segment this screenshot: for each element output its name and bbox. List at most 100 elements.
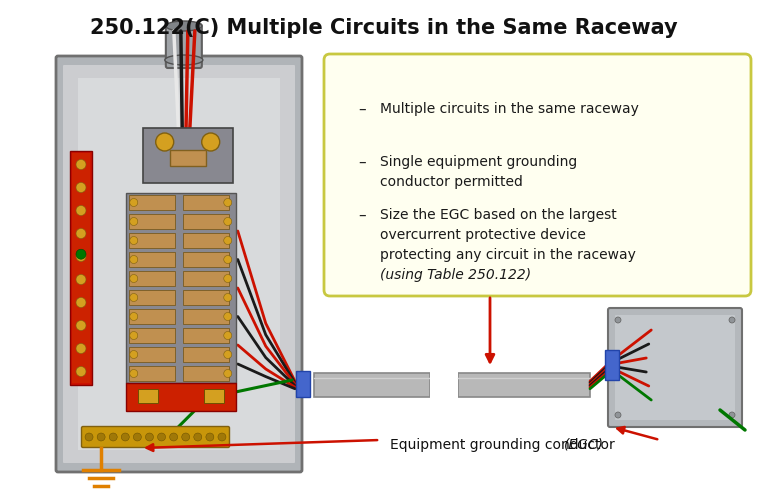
- Bar: [183, 366, 230, 381]
- Circle shape: [130, 274, 137, 283]
- Circle shape: [130, 331, 137, 339]
- Circle shape: [145, 433, 154, 441]
- Circle shape: [223, 312, 232, 320]
- Bar: [129, 347, 175, 362]
- Circle shape: [130, 312, 137, 320]
- Bar: [458, 373, 590, 397]
- Bar: [129, 271, 175, 286]
- Circle shape: [194, 433, 202, 441]
- FancyBboxPatch shape: [608, 308, 742, 427]
- Bar: [129, 366, 175, 381]
- Circle shape: [76, 274, 86, 285]
- FancyBboxPatch shape: [56, 56, 302, 472]
- Bar: [183, 309, 230, 324]
- FancyBboxPatch shape: [615, 315, 735, 420]
- Text: protecting any circuit in the raceway: protecting any circuit in the raceway: [380, 248, 636, 262]
- Bar: [183, 271, 230, 286]
- Bar: [129, 252, 175, 267]
- Circle shape: [223, 237, 232, 245]
- FancyBboxPatch shape: [63, 65, 295, 463]
- Bar: [137, 389, 157, 403]
- Circle shape: [130, 294, 137, 302]
- Bar: [129, 214, 175, 229]
- Circle shape: [76, 205, 86, 215]
- Circle shape: [729, 412, 735, 418]
- Circle shape: [76, 183, 86, 192]
- Circle shape: [130, 351, 137, 359]
- Circle shape: [76, 344, 86, 354]
- Circle shape: [223, 351, 232, 359]
- Circle shape: [130, 370, 137, 377]
- Circle shape: [729, 317, 735, 323]
- Bar: [430, 370, 458, 400]
- Bar: [129, 233, 175, 248]
- Text: 250.122(C) Multiple Circuits in the Same Raceway: 250.122(C) Multiple Circuits in the Same…: [90, 18, 678, 38]
- Circle shape: [223, 294, 232, 302]
- Circle shape: [76, 367, 86, 376]
- Bar: [183, 290, 230, 305]
- Circle shape: [157, 433, 166, 441]
- Circle shape: [206, 433, 214, 441]
- Circle shape: [76, 251, 86, 261]
- Bar: [170, 150, 206, 166]
- Circle shape: [223, 198, 232, 206]
- Bar: [204, 389, 223, 403]
- Circle shape: [130, 218, 137, 226]
- Circle shape: [76, 229, 86, 239]
- Bar: [183, 328, 230, 343]
- Bar: [129, 328, 175, 343]
- Circle shape: [182, 433, 190, 441]
- Text: overcurrent protective device: overcurrent protective device: [380, 228, 586, 242]
- Bar: [72, 153, 90, 383]
- Circle shape: [76, 320, 86, 330]
- Text: –: –: [358, 208, 366, 223]
- Ellipse shape: [165, 55, 203, 65]
- Bar: [78, 78, 280, 450]
- Bar: [126, 193, 236, 383]
- Circle shape: [76, 160, 86, 170]
- Bar: [183, 214, 230, 229]
- Text: –: –: [358, 102, 366, 117]
- Bar: [129, 195, 175, 210]
- Circle shape: [121, 433, 129, 441]
- Bar: [183, 195, 230, 210]
- Bar: [605, 350, 619, 380]
- Text: Multiple circuits in the same raceway: Multiple circuits in the same raceway: [380, 102, 639, 116]
- Bar: [126, 383, 236, 411]
- Circle shape: [615, 412, 621, 418]
- FancyBboxPatch shape: [166, 24, 202, 68]
- Circle shape: [130, 198, 137, 206]
- Circle shape: [615, 317, 621, 323]
- Bar: [70, 151, 92, 385]
- Circle shape: [223, 331, 232, 339]
- FancyBboxPatch shape: [81, 427, 230, 447]
- Circle shape: [130, 255, 137, 263]
- Circle shape: [109, 433, 118, 441]
- Circle shape: [223, 274, 232, 283]
- Bar: [129, 290, 175, 305]
- Circle shape: [223, 218, 232, 226]
- Text: (EGC): (EGC): [564, 438, 604, 452]
- Text: Equipment grounding conductor: Equipment grounding conductor: [390, 438, 619, 452]
- Bar: [314, 373, 430, 397]
- Circle shape: [97, 433, 105, 441]
- Text: (using Table 250.122): (using Table 250.122): [380, 268, 531, 282]
- Circle shape: [134, 433, 141, 441]
- Bar: [296, 371, 310, 397]
- FancyBboxPatch shape: [324, 54, 751, 296]
- Circle shape: [223, 255, 232, 263]
- Bar: [129, 309, 175, 324]
- Bar: [183, 252, 230, 267]
- Circle shape: [223, 370, 232, 377]
- Bar: [183, 233, 230, 248]
- Circle shape: [218, 433, 226, 441]
- Ellipse shape: [166, 21, 202, 31]
- Text: –: –: [358, 155, 366, 170]
- Circle shape: [76, 298, 86, 308]
- Text: conductor permitted: conductor permitted: [380, 175, 523, 189]
- Circle shape: [202, 133, 220, 151]
- Circle shape: [170, 433, 177, 441]
- Text: Size the EGC based on the largest: Size the EGC based on the largest: [380, 208, 617, 222]
- Bar: [143, 128, 233, 183]
- Circle shape: [76, 249, 86, 259]
